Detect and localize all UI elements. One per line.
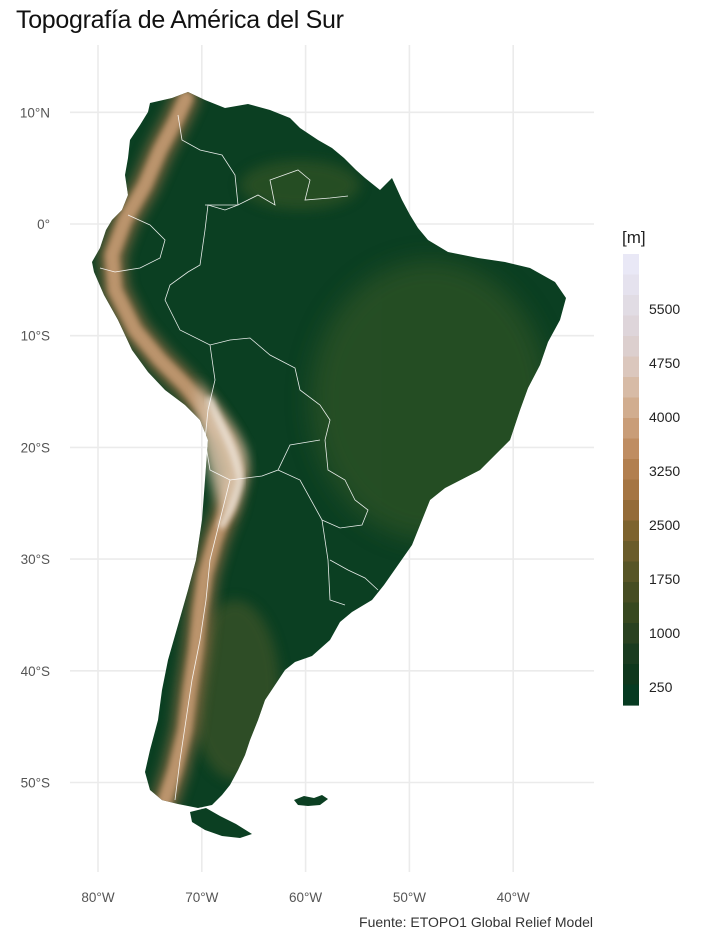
legend-color-step: [623, 479, 639, 501]
country-border: [204, 344, 321, 481]
country-border: [164, 299, 331, 441]
country-borders: [99, 114, 379, 801]
lat-tick-label: 10°S: [21, 329, 50, 344]
legend-label: 1750: [649, 571, 680, 587]
legend-color-step: [623, 664, 639, 686]
lon-tick-label: 60°W: [289, 890, 322, 905]
country-border: [164, 114, 239, 301]
legend-label: 250: [649, 679, 673, 695]
legend-color-step: [623, 397, 639, 419]
legend-color-step: [623, 582, 639, 604]
country-border: [321, 439, 369, 529]
legend-color-step: [623, 356, 639, 378]
falkland-islands: [294, 795, 328, 806]
legend-color-step: [623, 561, 639, 583]
lat-tick-label: 50°S: [21, 776, 50, 791]
legend-colorbar: [623, 254, 639, 706]
legend-labels: 5500 4750 4000 3250 2500 1750 1000 250: [649, 301, 680, 695]
lon-tick-label: 70°W: [185, 890, 218, 905]
lat-tick-label: 20°S: [21, 440, 50, 455]
legend-title: [m]: [622, 228, 646, 247]
legend-color-step: [623, 602, 639, 624]
lat-tick-label: 10°N: [20, 105, 50, 120]
chart-title: Topografía de América del Sur: [16, 6, 344, 34]
legend-color-step: [623, 623, 639, 645]
lon-tick-label: 40°W: [497, 890, 530, 905]
lat-tick-label: 40°S: [21, 664, 50, 679]
legend-color-step: [623, 274, 639, 296]
legend-color-step: [623, 520, 639, 542]
longitude-ticks: 80°W 70°W 60°W 50°W 40°W: [81, 890, 530, 905]
legend-color-step: [623, 500, 639, 522]
legend-label: 1000: [649, 625, 680, 641]
lat-tick-label: 30°S: [21, 552, 50, 567]
legend-color-step: [623, 541, 639, 563]
legend-label: 2500: [649, 517, 680, 533]
legend-label: 4750: [649, 355, 680, 371]
legend-color-step: [623, 643, 639, 665]
elevation-legend: [m] 5500 4750 4000 3250 2500 1750 1000 250: [622, 228, 680, 706]
legend-color-step: [623, 315, 639, 337]
lat-tick-label: 0°: [37, 217, 50, 232]
legend-color-step: [623, 377, 639, 399]
legend-label: 3250: [649, 463, 680, 479]
legend-color-step: [623, 438, 639, 460]
andes-peaks: [206, 396, 244, 529]
source-caption: Fuente: ETOPO1 Global Relief Model: [359, 914, 593, 930]
guiana-highlands: [240, 160, 360, 210]
country-border: [277, 469, 346, 606]
legend-color-step: [623, 684, 639, 706]
latitude-ticks: 10°N 0° 10°S 20°S 30°S 40°S 50°S: [20, 105, 50, 790]
legend-color-step: [623, 295, 639, 317]
legend-color-step: [623, 418, 639, 440]
legend-color-step: [623, 459, 639, 481]
legend-color-step: [623, 254, 639, 276]
lon-tick-label: 80°W: [81, 890, 114, 905]
legend-label: 4000: [649, 409, 680, 425]
altiplano: [196, 380, 247, 520]
country-border: [329, 559, 379, 591]
lon-tick-label: 50°W: [393, 890, 426, 905]
south-america-landmass: [92, 92, 566, 838]
legend-color-step: [623, 336, 639, 358]
country-border: [174, 479, 231, 801]
country-border: [205, 169, 349, 206]
country-border: [99, 214, 166, 273]
tierra-del-fuego: [190, 808, 252, 838]
legend-label: 5500: [649, 301, 680, 317]
